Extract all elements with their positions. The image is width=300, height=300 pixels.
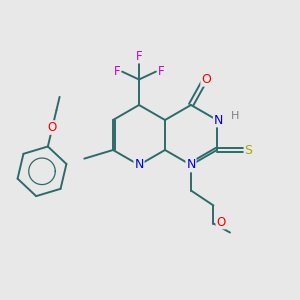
Text: F: F — [113, 65, 120, 78]
Text: N: N — [134, 158, 144, 172]
Text: O: O — [201, 73, 211, 86]
Text: S: S — [244, 143, 253, 157]
Text: F: F — [158, 65, 165, 78]
Text: F: F — [136, 50, 142, 63]
Text: H: H — [231, 111, 240, 122]
Text: O: O — [216, 215, 226, 229]
Text: N: N — [186, 158, 196, 172]
Text: N: N — [214, 113, 223, 127]
Text: O: O — [48, 121, 57, 134]
